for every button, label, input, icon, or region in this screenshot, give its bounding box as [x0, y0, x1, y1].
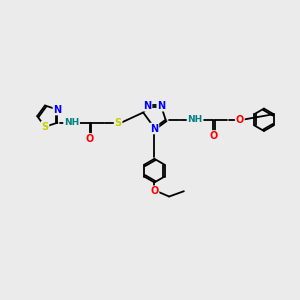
Text: S: S	[41, 122, 49, 132]
Text: S: S	[115, 118, 122, 128]
Text: O: O	[150, 186, 158, 196]
Text: NH: NH	[64, 118, 79, 127]
Text: O: O	[86, 134, 94, 144]
Text: NH: NH	[188, 115, 203, 124]
Text: O: O	[236, 115, 244, 125]
Text: N: N	[53, 105, 62, 115]
Text: O: O	[209, 131, 218, 141]
Text: N: N	[157, 101, 165, 111]
Text: N: N	[150, 124, 158, 134]
Text: N: N	[143, 101, 152, 111]
